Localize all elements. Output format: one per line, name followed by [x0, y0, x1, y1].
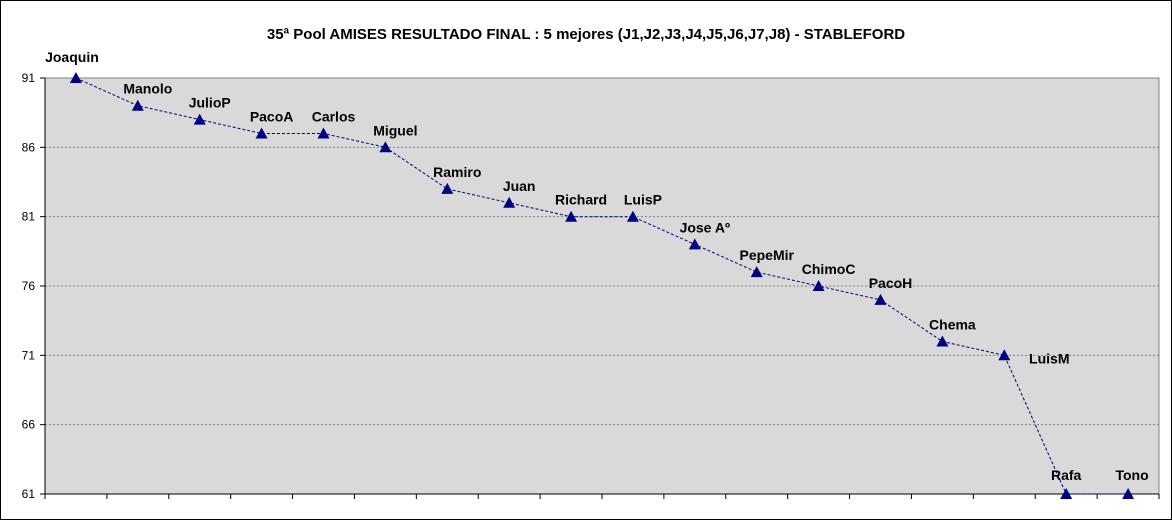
y-tick-label: 76: [22, 279, 36, 293]
data-point-richard: [565, 210, 578, 222]
data-label: LuisM: [1029, 350, 1069, 366]
data-label: Ramiro: [433, 164, 481, 180]
data-point-joaquin: [69, 72, 82, 83]
data-point-carlos: [317, 127, 330, 139]
data-point-pepemir: [750, 266, 763, 278]
y-tick-label: 71: [22, 348, 36, 362]
data-point-chimoc: [812, 280, 825, 291]
data-label: PepeMir: [739, 247, 794, 263]
y-tick-label: 61: [22, 487, 36, 501]
data-point-ramiro: [441, 182, 454, 194]
data-point-miguel: [379, 141, 392, 153]
data-label: Joaquin: [45, 49, 99, 65]
data-point-pacoh: [874, 293, 887, 305]
data-point-jose-a-: [688, 238, 701, 250]
data-point-pacoa: [255, 127, 268, 139]
y-tick-label: 66: [22, 418, 36, 432]
data-point-chema: [936, 335, 949, 347]
data-point-juan: [503, 196, 516, 208]
data-point-juliop: [193, 113, 206, 125]
data-label: ChimoC: [802, 261, 856, 277]
data-label: Jose Aº: [680, 219, 731, 235]
data-label: PacoH: [869, 275, 913, 291]
data-label: Carlos: [312, 108, 356, 124]
chart-title: 35ª Pool AMISES RESULTADO FINAL : 5 mejo…: [266, 26, 906, 43]
data-label: Tono: [1115, 467, 1148, 483]
y-tick-label: 86: [22, 140, 36, 154]
data-label: Juan: [503, 178, 536, 194]
series-line: [75, 77, 1129, 495]
data-point-luisp: [626, 210, 639, 222]
data-label: Manolo: [123, 81, 172, 97]
y-tick-label: 91: [22, 71, 36, 85]
data-label: Rafa: [1051, 467, 1082, 483]
data-point-tono: [1122, 488, 1135, 499]
data-label: LuisP: [624, 192, 662, 208]
data-label: JulioP: [189, 95, 231, 111]
data-point-luism: [998, 349, 1011, 361]
data-label: Richard: [555, 192, 607, 208]
data-point-manolo: [131, 99, 144, 111]
data-point-rafa: [1060, 488, 1073, 499]
data-label: Chema: [929, 316, 976, 332]
y-tick-label: 81: [22, 210, 36, 224]
data-label: PacoA: [250, 108, 294, 124]
data-label: Miguel: [373, 122, 417, 138]
